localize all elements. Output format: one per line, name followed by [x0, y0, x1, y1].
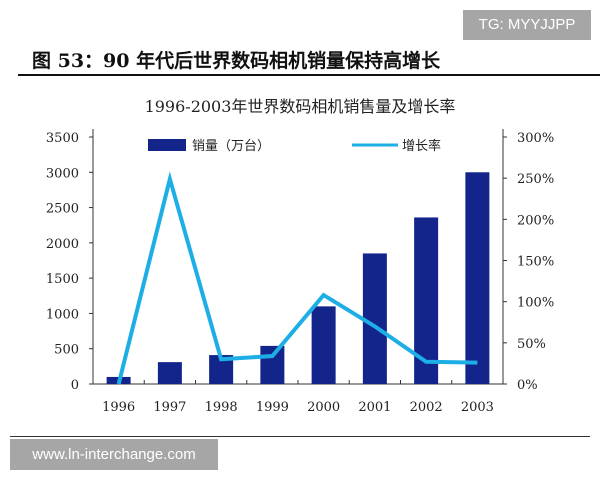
- right-tick-label: 200%: [517, 213, 554, 228]
- bar-1997: [157, 362, 182, 384]
- x-tick-label: 1998: [205, 400, 238, 415]
- right-tick-label: 50%: [517, 337, 546, 352]
- legend: 销量（万台） 增长率: [148, 138, 441, 154]
- x-tick-label: 1997: [153, 400, 186, 415]
- x-tick-label: 2002: [410, 400, 443, 415]
- bar-2001: [362, 253, 387, 384]
- right-tick-label: 300%: [517, 131, 554, 146]
- legend-bar-swatch: [148, 139, 186, 151]
- x-tick-label: 2001: [358, 400, 391, 415]
- right-tick-label: 0%: [517, 378, 538, 393]
- growth-rate-line: [116, 171, 478, 385]
- x-tick-label: 1996: [102, 400, 135, 415]
- legend-line-label: 增长率: [402, 138, 441, 154]
- bar-2002: [414, 217, 439, 384]
- watermark-top: TG: MYYJJPP: [463, 10, 591, 40]
- watermark-bottom: www.ln-interchange.com: [10, 439, 218, 470]
- left-tick-label: 2500: [46, 202, 79, 217]
- left-tick-label: 1000: [46, 307, 79, 322]
- right-tick-label: 100%: [517, 296, 554, 311]
- left-tick-label: 3000: [46, 166, 79, 181]
- right-tick-label: 250%: [517, 172, 554, 187]
- left-tick-label: 0: [71, 378, 79, 393]
- bar-2003: [465, 172, 490, 384]
- figure-title: 图 53：90 年代后世界数码相机销量保持高增长: [32, 50, 441, 72]
- bar-2000: [311, 306, 336, 384]
- left-tick-label: 2000: [46, 237, 79, 252]
- legend-bar-label: 销量（万台）: [192, 139, 270, 154]
- divider: [18, 74, 600, 76]
- x-tick-label: 2003: [461, 400, 494, 415]
- left-tick-label: 1500: [46, 272, 79, 287]
- right-tick-label: 150%: [517, 255, 554, 270]
- left-tick-label: 500: [54, 343, 79, 358]
- x-tick-label: 2000: [307, 400, 340, 415]
- divider: [10, 436, 590, 437]
- left-tick-label: 3500: [46, 131, 79, 146]
- bar-1999: [260, 345, 285, 384]
- chart-title: 1996-2003年世界数码相机销售量及增长率: [144, 97, 456, 116]
- x-tick-label: 1999: [256, 400, 289, 415]
